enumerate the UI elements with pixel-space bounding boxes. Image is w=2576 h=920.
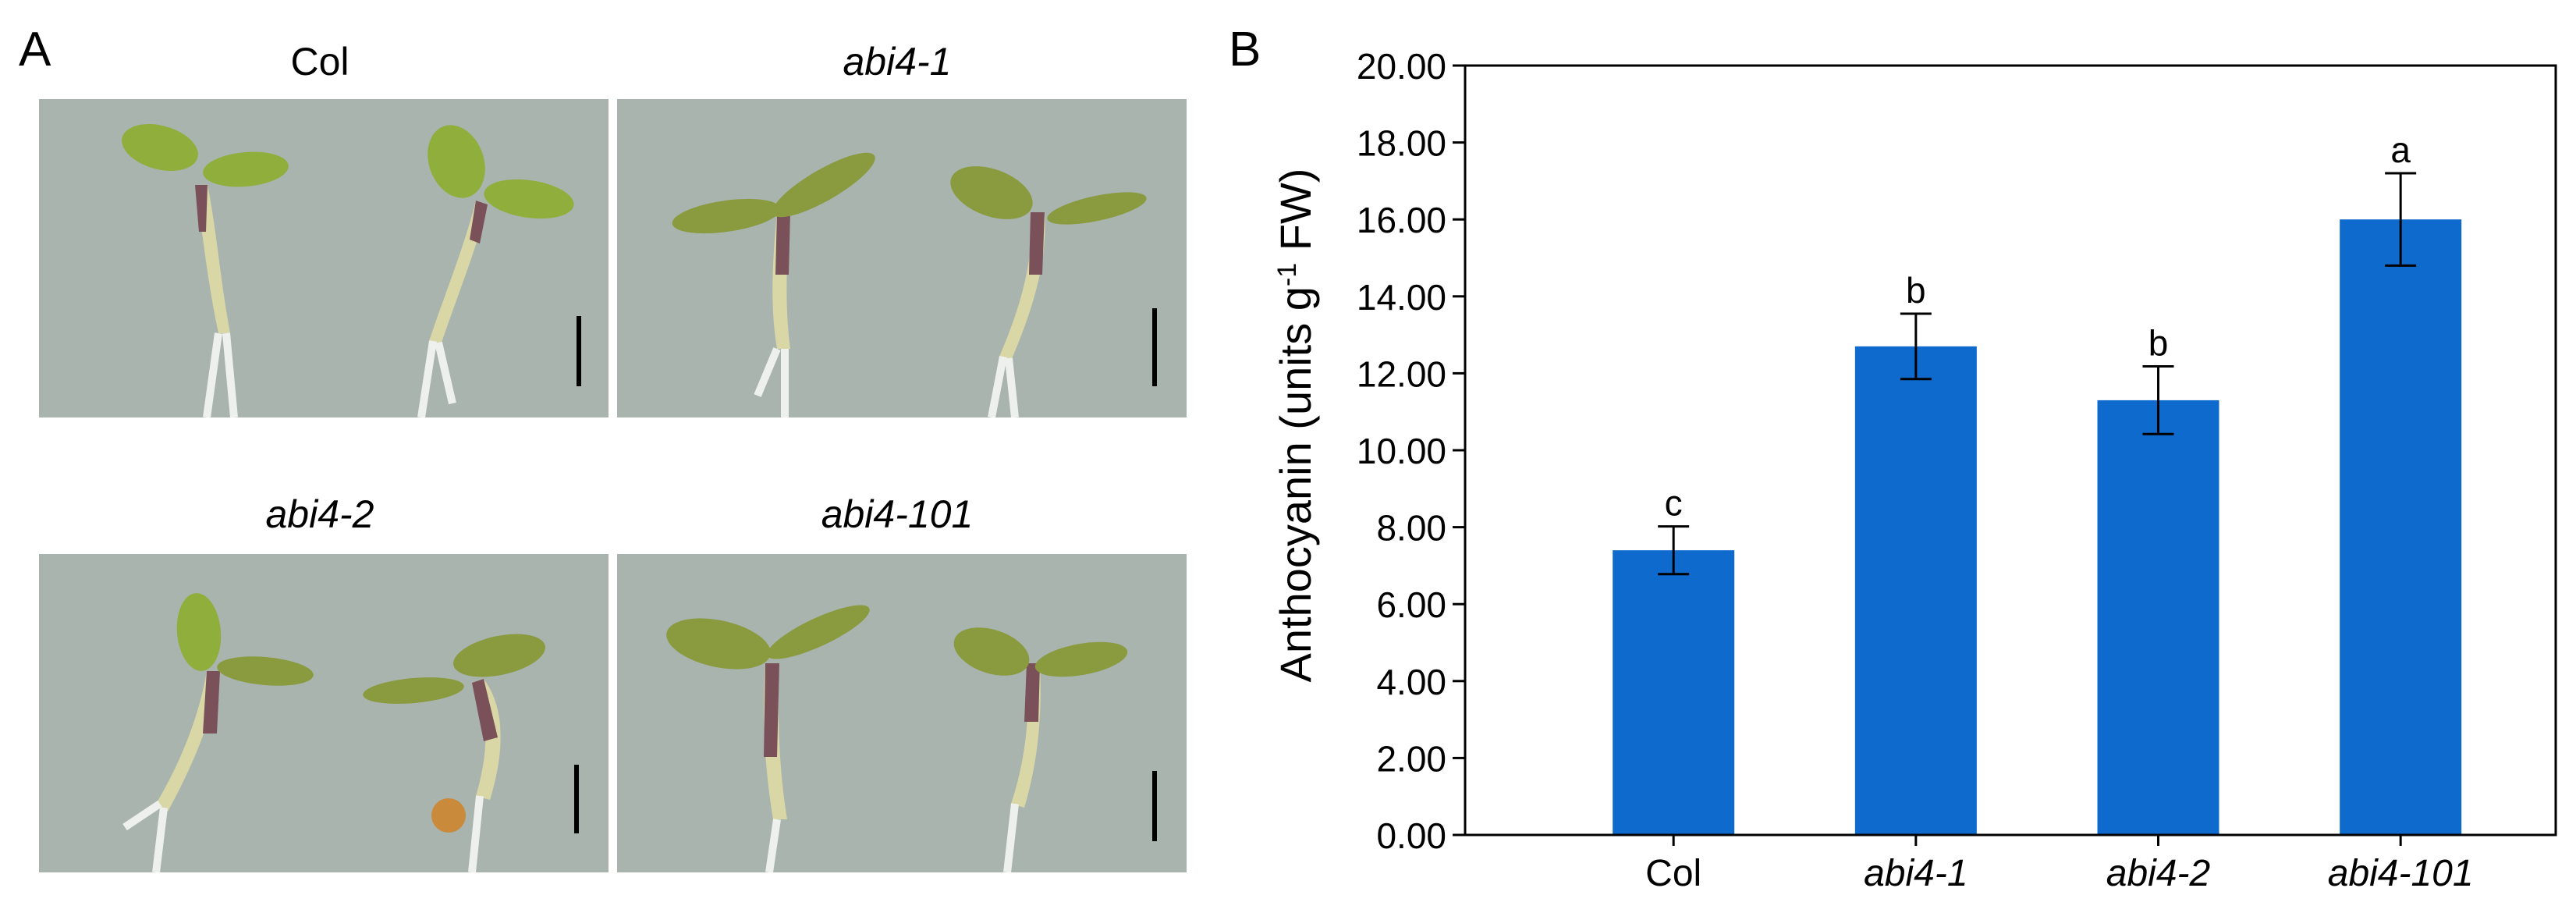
photo-label-col: Col (290, 40, 349, 83)
bar-abi4-1 (1854, 346, 1977, 835)
y-tick-label: 14.00 (1357, 277, 1446, 318)
seedling-2 (417, 125, 574, 417)
seedling-2 (363, 634, 545, 872)
scale-bar (1152, 771, 1157, 841)
y-axis-ticks: 0.00 2.00 4.00 6.00 8.00 10.00 12.00 14.00 16.00… (1357, 46, 1465, 856)
x-tick-label: abi4-2 (2106, 853, 2210, 894)
y-tick-label: 0.00 (1376, 815, 1446, 856)
significance-label: c (1665, 483, 1683, 524)
seedling-photo-abi4-1 (617, 99, 1187, 417)
y-tick-label: 6.00 (1376, 584, 1446, 625)
y-tick-label: 2.00 (1376, 738, 1446, 779)
y-axis-label-sup: -1 (1272, 263, 1302, 286)
anthocyanin-bar-chart: Anthocyanin (units g-1 FW) 0.00 2.00 4.00 6… (1271, 46, 2557, 894)
significance-label: a (2390, 130, 2411, 170)
significance-label: b (1906, 270, 1926, 311)
y-axis-label: Anthocyanin (units g-1 FW) (1271, 169, 1320, 683)
bars: c b b a (1613, 130, 2462, 835)
svg-text:Anthocyanin (units g-1 FW): Anthocyanin (units g-1 FW) (1271, 169, 1320, 683)
seedling-2 (953, 627, 1128, 872)
y-tick-label: 12.00 (1357, 353, 1446, 394)
bar-Col (1613, 550, 1735, 835)
x-tick-label: abi4-101 (2328, 853, 2474, 894)
x-axis-ticks: Col abi4-1 abi4-2 abi4-101 (1645, 835, 2474, 894)
seedling-photo-col (39, 99, 609, 417)
seedling-1 (672, 152, 875, 417)
y-tick-label: 18.00 (1357, 123, 1446, 164)
y-axis-label-tail: FW) (1271, 169, 1320, 263)
y-tick-label: 16.00 (1357, 200, 1446, 240)
y-tick-label: 20.00 (1357, 46, 1446, 87)
seedling-1 (122, 124, 289, 417)
y-tick-label: 4.00 (1376, 662, 1446, 702)
scale-bar (574, 765, 579, 833)
seedling-photo-abi4-2 (39, 554, 609, 872)
seedling-1 (666, 605, 870, 872)
plot-frame (1464, 64, 2557, 837)
photo-label-abi4-2: abi4-2 (265, 492, 374, 536)
photo-label-abi4-101: abi4-101 (821, 492, 974, 536)
significance-label: b (2148, 323, 2169, 364)
y-axis-label-main: Anthocyanin (units g (1271, 286, 1320, 682)
x-tick-label: Col (1645, 853, 1701, 894)
y-tick-label: 10.00 (1357, 431, 1446, 471)
panel-b-letter: B (1229, 23, 1261, 76)
y-tick-label: 8.00 (1376, 508, 1446, 549)
x-tick-label: abi4-1 (1864, 853, 1967, 894)
scale-bar (577, 316, 581, 386)
scale-bar (1152, 308, 1157, 386)
bar-abi4-2 (2097, 400, 2219, 835)
panel-a-letter: A (19, 23, 51, 76)
bar-abi4-101 (2340, 219, 2462, 835)
seedling-2 (950, 166, 1147, 417)
photo-label-abi4-1: abi4-1 (843, 40, 952, 83)
seedling-photo-abi4-101 (617, 554, 1187, 872)
seedling-1 (122, 593, 314, 872)
